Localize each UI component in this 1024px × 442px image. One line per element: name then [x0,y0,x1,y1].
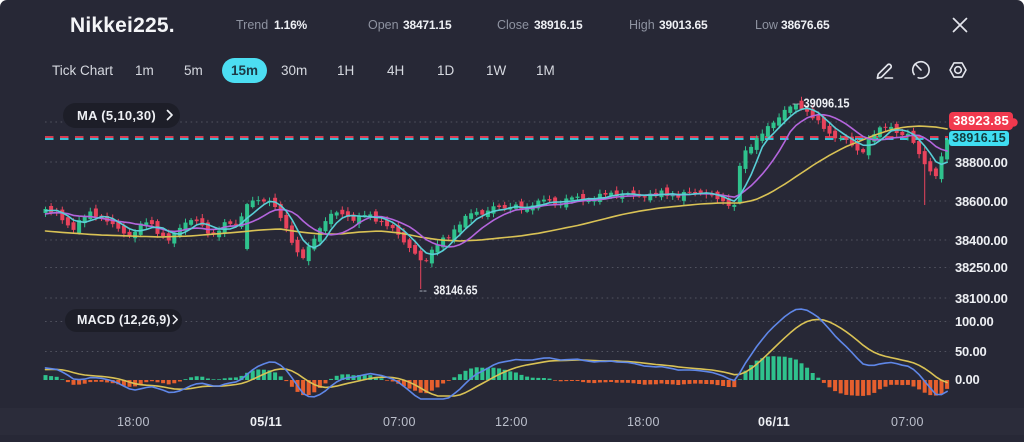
svg-text:--: -- [419,283,427,297]
svg-text:39096.15: 39096.15 [804,96,850,111]
svg-text:38146.65: 38146.65 [434,283,478,298]
svg-text:--: -- [792,96,800,110]
